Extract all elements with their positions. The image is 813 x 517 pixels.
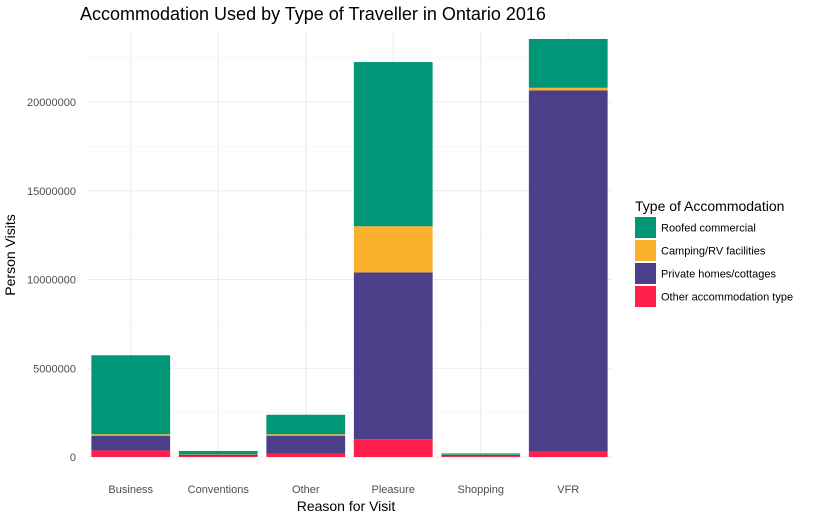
x-axis-ticks: Business Conventions Other Pleasure Shopping… [108,484,579,496]
bar-segment [266,453,346,457]
bar-segment [528,38,608,88]
x-tick-label: Business [108,484,153,496]
bar-segment [441,455,521,457]
x-tick-label: Conventions [188,484,250,496]
chart-title: Accommodation Used by Type of Traveller … [80,4,546,24]
legend-label: Private homes/cottages [661,269,776,281]
bar-segment [266,414,346,435]
bar-segment [91,450,171,457]
y-tick-label: 0 [70,452,76,464]
y-tick-label: 10000000 [27,275,76,287]
bar-segment [353,439,433,457]
bar-segment [353,62,433,227]
x-tick-label: VFR [557,484,579,496]
y-tick-label: 15000000 [27,186,76,198]
bar-segment [178,455,258,457]
y-tick-label: 20000000 [27,97,76,109]
bar-segment [91,435,171,451]
bar-segment [528,90,608,452]
bar-segment [528,87,608,91]
bar-segment [266,434,346,436]
bars [91,38,608,457]
bar-segment [178,454,258,456]
x-tick-label: Pleasure [372,484,415,496]
bar-segment [528,451,608,457]
y-axis-ticks: 0 5000000 10000000 15000000 20000000 [27,97,76,464]
bar-segment [266,435,346,454]
legend-swatch [635,263,656,284]
legend-label: Camping/RV facilities [661,246,766,258]
x-axis-title: Reason for Visit [297,498,396,514]
legend-swatch [635,286,656,307]
y-tick-label: 5000000 [33,363,76,375]
x-tick-label: Shopping [458,484,505,496]
legend-label: Other accommodation type [661,292,793,304]
legend-label: Roofed commercial [661,223,756,235]
legend-swatch [635,240,656,261]
bar-segment [441,456,521,457]
bar-segment [91,355,171,435]
legend: Type of Accommodation Roofed commercial C… [635,198,793,307]
legend-swatch [635,217,656,238]
bar-segment [441,453,521,455]
bar-segment [353,272,433,440]
bar-segment [178,450,258,455]
bar-segment [91,434,171,436]
legend-title: Type of Accommodation [635,198,784,214]
bar-segment [353,226,433,273]
y-axis-title: Person Visits [2,214,18,295]
x-tick-label: Other [292,484,320,496]
